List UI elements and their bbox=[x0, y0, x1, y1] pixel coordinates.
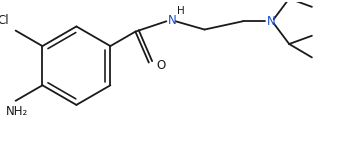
Text: NH₂: NH₂ bbox=[5, 105, 28, 118]
Text: O: O bbox=[156, 59, 165, 72]
Text: N: N bbox=[167, 14, 176, 27]
Text: N: N bbox=[266, 15, 275, 28]
Text: Cl: Cl bbox=[0, 14, 9, 28]
Text: H: H bbox=[177, 6, 184, 16]
